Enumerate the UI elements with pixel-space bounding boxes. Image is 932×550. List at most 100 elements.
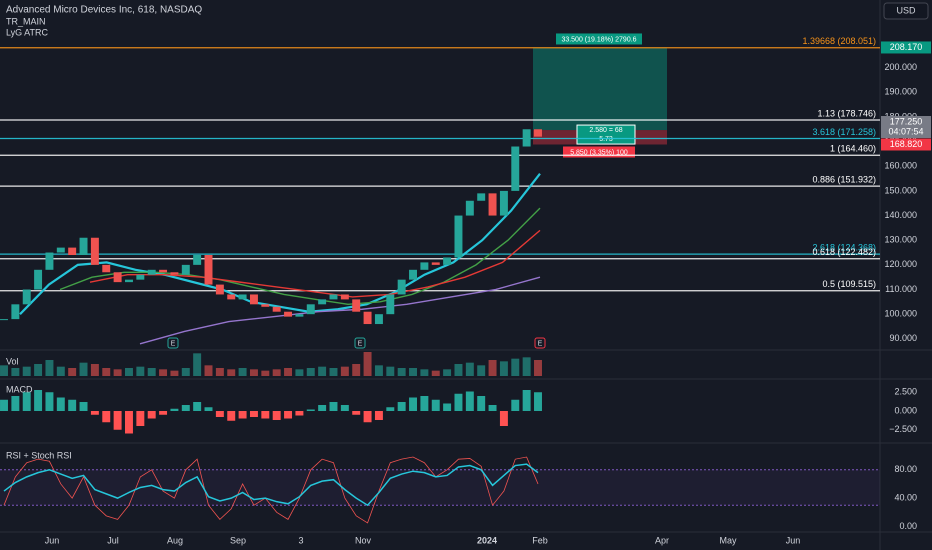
volume-bar [306,368,315,376]
candle [465,200,474,216]
volume-bar [295,369,304,376]
candle [11,304,20,320]
candle [249,294,258,305]
event-marker [354,337,366,349]
candle [170,272,179,275]
macd-bar [113,411,122,430]
indicator: TR_MAIN [6,16,46,26]
macd-bar [284,411,293,419]
x-tick-label: Nov [355,535,372,545]
volume-bar [147,368,156,376]
volume-bar [397,368,406,376]
macd-bar [11,396,20,411]
label-bg [576,124,636,145]
candle [340,294,349,300]
x-tick-label: May [719,535,737,545]
event-label: E [358,340,363,347]
volume-bar [329,368,338,376]
macd-bar [159,411,168,415]
candle [374,314,383,325]
candle [181,264,190,275]
y-tick-label: 100.000 [884,309,917,319]
candle [193,255,202,265]
volume-bar [454,364,463,376]
candle [534,129,542,137]
volume-bar [499,361,508,376]
macd-bar [147,411,156,419]
candle [136,274,145,280]
macd-bar [227,411,236,421]
volume-bar [409,368,417,376]
candle [522,129,531,147]
candle [499,190,508,216]
macd-bar [431,399,440,411]
volume-bar [90,364,99,376]
candle [511,146,520,191]
y-tick-label: 130.000 [884,235,917,245]
target-label: 33.500 (19.18%) 2790.6 [561,36,636,43]
candle [227,294,236,300]
macd-bar [522,390,531,411]
target-zone [533,47,667,131]
volume-bar [477,365,486,376]
fib-label: 1 (164.460) [830,144,876,154]
macd-bar [488,405,497,411]
currency-button[interactable] [883,2,929,20]
macd-bar [34,390,43,411]
volume-bar [215,368,224,376]
x-tick-label: 2024 [477,535,497,545]
macd-bar [68,399,77,411]
y-tick-label: 150.000 [884,185,917,195]
candle [238,294,247,300]
volume-bar [204,365,213,376]
countdown: 177.250 [890,116,923,126]
fib-label: 3.618 (171.258) [812,127,876,137]
fib-label: 1.39668 (208.051) [802,36,876,46]
candle [409,269,417,280]
macd-bar [181,405,190,411]
macd-bar [261,411,270,419]
candle [318,299,327,305]
volume-bar [238,368,247,376]
x-tick-label: Jun [786,535,801,545]
candle [0,319,8,321]
rsi-line [3,463,539,507]
volume-bar [465,362,474,376]
pane-title: Vol [6,356,19,366]
volume-bar [102,368,111,376]
price-badge [881,41,931,54]
y-tick-label: 160.000 [884,161,917,171]
y-tick-label: −2.500 [889,424,917,434]
event-label: E [171,340,176,347]
y-tick-label: 80.00 [894,464,917,474]
price-badge-label: 168.820 [890,139,923,149]
volume-bar [443,369,452,376]
macd-bar [193,402,202,411]
event-marker [534,337,546,349]
moving-average [89,229,541,298]
macd-bar [136,411,145,426]
macd-bar [397,402,406,411]
candle [204,255,213,285]
x-tick-label: Apr [655,535,669,545]
y-tick-label: 200.000 [884,62,917,72]
macd-bar [215,411,224,417]
volume-bar [272,369,281,376]
moving-average [139,276,541,345]
volume-bar [374,365,383,376]
macd-bar [499,411,508,426]
volume-bar [136,366,145,376]
volume-bar [193,353,202,376]
candle [45,252,54,270]
volume-bar [511,358,520,376]
candle [68,247,77,256]
macd-bar [249,411,258,417]
stoch-line [3,456,539,524]
y-tick-label: 0.00 [899,521,917,531]
candle [215,284,224,295]
candle [488,193,497,216]
volume-bar [420,369,429,376]
volume-bar [431,370,440,376]
candle [306,304,315,315]
x-tick-label: 3 [298,535,303,545]
